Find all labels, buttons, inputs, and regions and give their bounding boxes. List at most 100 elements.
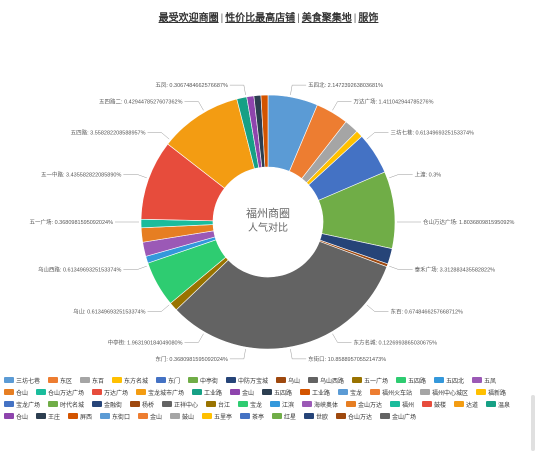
legend-swatch[interactable]	[238, 401, 248, 407]
legend-swatch[interactable]	[262, 389, 272, 395]
legend-label[interactable]: 福州	[402, 401, 414, 409]
legend-swatch[interactable]	[112, 377, 122, 383]
legend-label[interactable]: 杨桥	[142, 401, 154, 409]
legend-label[interactable]: 仓山万达	[348, 413, 372, 421]
legend-label[interactable]: 达道	[466, 401, 478, 409]
legend-label[interactable]: 屏西	[80, 414, 92, 421]
legend-label[interactable]: 福新路	[488, 389, 506, 397]
legend-swatch[interactable]	[48, 401, 58, 407]
legend-label[interactable]: 东百	[92, 377, 104, 385]
nav-link-food-hub[interactable]: 美食聚集地	[301, 13, 352, 24]
legend-label[interactable]: 乌山	[288, 377, 300, 385]
legend-swatch[interactable]	[346, 401, 356, 407]
legend-swatch[interactable]	[454, 401, 464, 407]
pie-slice[interactable]	[260, 94, 269, 168]
legend-scrollbar[interactable]	[531, 395, 535, 451]
legend-label[interactable]: 东区	[60, 377, 72, 385]
legend-swatch[interactable]	[270, 401, 280, 407]
legend-swatch[interactable]	[476, 389, 486, 395]
legend-label[interactable]: 乌山西路	[320, 377, 344, 385]
legend-label[interactable]: 中防万宝城	[238, 377, 268, 385]
legend-swatch[interactable]	[36, 413, 46, 419]
legend-label[interactable]: 金山	[242, 389, 254, 397]
legend-swatch[interactable]	[138, 413, 148, 419]
legend-label[interactable]: 工业路	[312, 389, 330, 397]
legend-label[interactable]: 金融街	[104, 401, 122, 409]
legend-swatch[interactable]	[202, 413, 212, 419]
legend-swatch[interactable]	[68, 413, 78, 419]
legend-swatch[interactable]	[240, 413, 250, 419]
legend-swatch[interactable]	[390, 401, 400, 407]
pie-slice[interactable]	[175, 240, 388, 350]
legend-swatch[interactable]	[192, 389, 202, 395]
legend-label[interactable]: 茶亭	[252, 413, 264, 421]
legend-swatch[interactable]	[370, 389, 380, 395]
legend-label[interactable]: 红星	[284, 413, 296, 421]
legend-label[interactable]: 五凤	[484, 378, 496, 385]
legend-label[interactable]: 五里亭	[214, 413, 232, 421]
legend-label[interactable]: 鼓楼	[434, 401, 446, 409]
legend-swatch[interactable]	[300, 389, 310, 395]
legend-swatch[interactable]	[434, 377, 444, 383]
nav-link-popular-districts[interactable]: 最受欢迎商圈	[158, 13, 219, 24]
legend-label[interactable]: 福州中心城区	[432, 389, 468, 397]
legend-swatch[interactable]	[486, 401, 496, 407]
legend-swatch[interactable]	[276, 377, 286, 383]
legend-label[interactable]: 三坊七巷	[16, 377, 40, 385]
legend-swatch[interactable]	[308, 377, 318, 383]
legend-swatch[interactable]	[380, 413, 390, 419]
legend-label[interactable]: 中亭街	[200, 377, 218, 385]
legend-swatch[interactable]	[396, 377, 406, 383]
legend-label[interactable]: 五四北	[446, 377, 464, 385]
legend-swatch[interactable]	[156, 377, 166, 383]
legend-label[interactable]: 宝龙	[350, 389, 362, 397]
legend-swatch[interactable]	[162, 401, 172, 407]
nav-link-best-value-shops[interactable]: 性价比最高店铺	[225, 13, 296, 24]
legend-label[interactable]: 福州火车站	[382, 389, 412, 397]
legend-label[interactable]: 仓山万达广场	[48, 389, 84, 397]
legend-label[interactable]: 金山广场	[392, 413, 416, 421]
legend-swatch[interactable]	[304, 413, 314, 419]
nav-link-clothing[interactable]: 服饰	[358, 13, 379, 24]
legend-swatch[interactable]	[100, 413, 110, 419]
legend-swatch[interactable]	[338, 389, 348, 395]
legend-label[interactable]: 东街口	[112, 413, 130, 421]
legend-label[interactable]: 宝龙城市广场	[148, 389, 184, 397]
legend-label[interactable]: 五四路	[274, 389, 292, 397]
legend-swatch[interactable]	[230, 389, 240, 395]
legend-label[interactable]: 仓山	[16, 413, 28, 421]
legend-label[interactable]: 时代名城	[60, 401, 84, 409]
legend-label[interactable]: 正祥中心	[174, 401, 198, 409]
legend-swatch[interactable]	[48, 377, 58, 383]
legend-label[interactable]: 工业路	[204, 389, 222, 397]
legend-swatch[interactable]	[472, 377, 482, 383]
legend-label[interactable]: 东方名城	[124, 377, 148, 385]
legend-label[interactable]: 五一广场	[364, 377, 388, 385]
legend-swatch[interactable]	[206, 401, 216, 407]
legend-label[interactable]: 宝龙广场	[16, 401, 40, 409]
legend-swatch[interactable]	[136, 389, 146, 395]
legend-swatch[interactable]	[4, 377, 14, 383]
legend-swatch[interactable]	[4, 401, 14, 407]
legend-label[interactable]: 仓山	[16, 389, 28, 397]
legend-swatch[interactable]	[188, 377, 198, 383]
legend-label[interactable]: 万达广场	[104, 389, 128, 397]
legend-swatch[interactable]	[420, 389, 430, 395]
legend-label[interactable]: 五四路	[408, 377, 426, 385]
legend-swatch[interactable]	[80, 377, 90, 383]
legend-label[interactable]: 宝龙	[250, 401, 262, 409]
legend-swatch[interactable]	[4, 413, 14, 419]
legend-label[interactable]: 台江	[218, 401, 230, 409]
legend-label[interactable]: 金山万达	[358, 401, 382, 409]
legend-swatch[interactable]	[302, 401, 312, 407]
legend-label[interactable]: 江滨	[282, 401, 294, 409]
legend-swatch[interactable]	[422, 401, 432, 407]
legend-swatch[interactable]	[226, 377, 236, 383]
legend-label[interactable]: 海峡奥体	[314, 401, 338, 409]
legend-swatch[interactable]	[170, 413, 180, 419]
legend-label[interactable]: 金山	[150, 413, 162, 421]
legend-swatch[interactable]	[4, 389, 14, 395]
legend-swatch[interactable]	[36, 389, 46, 395]
legend-swatch[interactable]	[352, 377, 362, 383]
legend-label[interactable]: 东门	[168, 377, 180, 385]
